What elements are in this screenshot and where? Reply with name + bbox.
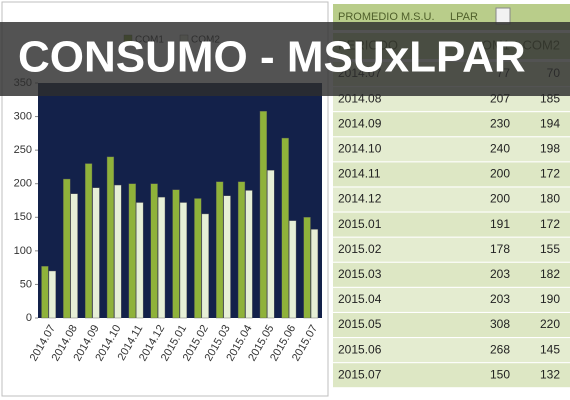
bar — [136, 202, 144, 319]
table-cell: 200 — [490, 192, 510, 206]
bar — [41, 266, 49, 319]
bar — [157, 196, 166, 319]
table-cell: 198 — [540, 141, 560, 155]
table-cell: 172 — [540, 167, 560, 181]
bar — [237, 181, 246, 319]
table-cell: 220 — [540, 317, 560, 331]
filter-button[interactable] — [495, 7, 511, 25]
title-banner — [0, 22, 570, 96]
table-row — [333, 262, 570, 287]
bar — [267, 170, 275, 319]
table-cell: 2014.09 — [338, 116, 382, 130]
bar — [289, 220, 297, 319]
table-cell: 2015.02 — [338, 242, 382, 256]
y-tick-label: 300 — [14, 110, 32, 122]
table-cell: 200 — [490, 167, 510, 181]
table-cell: 145 — [540, 342, 560, 356]
y-tick-label: 100 — [14, 245, 32, 257]
table-cell: 180 — [540, 192, 560, 206]
table-cell: 194 — [540, 116, 560, 130]
bar — [63, 178, 71, 319]
table-cell: 203 — [490, 267, 510, 281]
table-cell: 190 — [540, 292, 560, 306]
bar — [223, 195, 231, 319]
bar — [150, 183, 158, 319]
table-row — [333, 137, 570, 162]
table-cell: 155 — [540, 242, 560, 256]
table-cell: 2015.04 — [338, 292, 382, 306]
table-row — [333, 363, 570, 388]
bar — [281, 137, 289, 319]
table-row — [333, 237, 570, 262]
table-cell: 178 — [490, 242, 510, 256]
table-cell: 172 — [540, 217, 560, 231]
y-tick-label: 50 — [20, 278, 32, 290]
table-cell: 2015.01 — [338, 217, 382, 231]
bar — [92, 187, 100, 319]
y-tick-label: 200 — [14, 178, 32, 190]
bar — [172, 189, 180, 319]
table-cell: 2015.07 — [338, 367, 382, 381]
table-row — [333, 313, 570, 337]
table-cell: 2014.11 — [338, 167, 381, 181]
table-cell: 2015.03 — [338, 267, 382, 281]
bar — [114, 184, 122, 319]
y-tick-label: 150 — [14, 211, 32, 223]
table-cell: 230 — [490, 116, 510, 130]
table-cell: 203 — [490, 292, 510, 306]
bar — [128, 183, 136, 319]
table-row — [333, 162, 570, 187]
table-cell: 2014.10 — [338, 141, 382, 155]
table-cell: 150 — [490, 367, 510, 381]
bar — [48, 270, 56, 319]
bar — [194, 198, 202, 319]
table-row — [333, 338, 570, 363]
bar — [179, 202, 188, 319]
table-cell: 2015.06 — [338, 342, 382, 356]
table-row — [333, 287, 570, 312]
y-tick-label: 0 — [26, 312, 32, 324]
table-title: PROMEDIO M.S.U. — [338, 11, 435, 23]
bar — [216, 181, 224, 319]
y-tick-label: 250 — [14, 144, 32, 156]
bar — [84, 163, 93, 319]
bar — [201, 213, 209, 319]
bar — [303, 217, 311, 319]
bar — [70, 193, 78, 319]
table-cell: 191 — [490, 217, 510, 231]
table-cell: 2014.12 — [338, 192, 382, 206]
table-row — [333, 187, 570, 212]
table-row — [333, 212, 570, 237]
bar — [310, 229, 319, 319]
table-cell: 308 — [490, 317, 510, 331]
bar — [106, 156, 115, 319]
table-cell: 268 — [490, 342, 510, 356]
table-cell: 240 — [490, 141, 510, 155]
page-title: CONSUMO - MSUxLPAR — [18, 33, 526, 82]
table-cell: 2015.05 — [338, 317, 382, 331]
table-row — [333, 112, 570, 137]
table-cell: 132 — [540, 367, 560, 381]
bar — [259, 110, 267, 319]
table-cell: 182 — [540, 267, 560, 281]
bar — [245, 190, 253, 319]
table-filter: LPAR — [450, 11, 478, 23]
